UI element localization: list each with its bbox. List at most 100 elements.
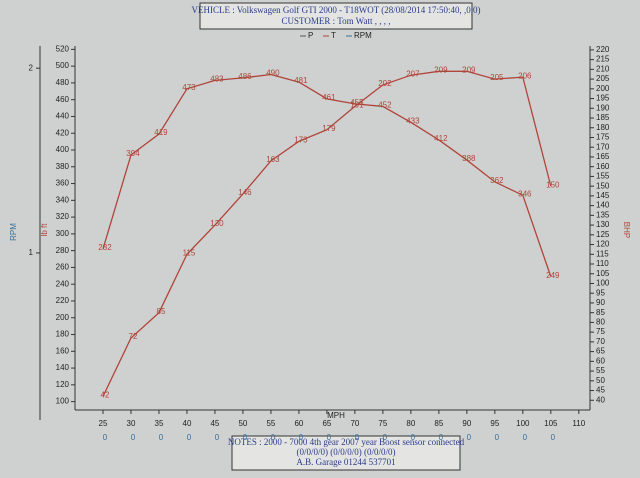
data-label: 455: [350, 98, 364, 107]
x-tick-label: 100: [516, 419, 530, 428]
series-line: [102, 73, 552, 277]
y2-tick-label: 180: [596, 123, 610, 132]
y3-axis-label: RPM: [9, 223, 18, 241]
data-label: 483: [210, 74, 224, 83]
y2-tick-label: 185: [596, 113, 610, 122]
data-label: 209: [434, 65, 448, 74]
y3-tick-label: 1: [29, 248, 34, 257]
rpm-value: 0: [131, 433, 136, 442]
rpm-value: 0: [103, 433, 108, 442]
data-label: 146: [238, 188, 252, 197]
x-tick-label: 30: [127, 419, 136, 428]
data-label: 205: [490, 73, 504, 82]
rpm-value: 0: [523, 433, 528, 442]
y2-tick-label: 195: [596, 94, 610, 103]
y2-tick-label: 50: [596, 376, 605, 385]
y2-axis-label: BHP: [622, 222, 631, 238]
data-label: 486: [238, 72, 252, 81]
x-tick-label: 65: [322, 419, 331, 428]
y2-tick-label: 105: [596, 269, 610, 278]
rpm-value: 0: [187, 433, 192, 442]
header-box: [199, 2, 473, 30]
x-tick-label: 75: [378, 419, 387, 428]
y2-tick-label: 145: [596, 191, 610, 200]
x-tick-label: 80: [406, 419, 415, 428]
y-tick-label: 320: [56, 212, 70, 221]
y2-tick-label: 165: [596, 152, 610, 161]
x-tick-label: 105: [544, 419, 558, 428]
rpm-value: 0: [467, 433, 472, 442]
y-tick-label: 460: [56, 95, 70, 104]
data-label: 394: [126, 149, 140, 158]
rpm-value: 0: [159, 433, 164, 442]
legend-label: P: [308, 31, 313, 40]
x-tick-label: 40: [183, 419, 192, 428]
y2-tick-label: 200: [596, 84, 610, 93]
y2-tick-label: 70: [596, 337, 605, 346]
y2-tick-label: 160: [596, 162, 610, 171]
data-label: 173: [294, 135, 308, 144]
y-tick-label: 120: [56, 380, 70, 389]
y2-tick-label: 75: [596, 327, 605, 336]
y2-tick-label: 115: [596, 249, 609, 258]
y-tick-label: 420: [56, 128, 70, 137]
x-tick-label: 50: [238, 419, 247, 428]
y2-tick-label: 215: [596, 55, 610, 64]
rpm-value: 0: [327, 433, 332, 442]
y-tick-label: 440: [56, 112, 70, 121]
y3-tick-label: 2: [29, 63, 34, 72]
data-label: 473: [182, 83, 196, 92]
y2-tick-label: 175: [596, 133, 610, 142]
rpm-value: 0: [299, 433, 304, 442]
data-label: 150: [546, 180, 560, 189]
y2-tick-label: 120: [596, 240, 610, 249]
rpm-value: 0: [495, 433, 500, 442]
y-tick-label: 400: [56, 145, 70, 154]
y2-tick-label: 220: [596, 45, 610, 54]
rpm-value: 0: [551, 433, 556, 442]
y-tick-label: 180: [56, 330, 70, 339]
y2-tick-label: 155: [596, 172, 610, 181]
data-label: 249: [546, 271, 560, 280]
y2-tick-label: 40: [596, 395, 605, 404]
y-tick-label: 380: [56, 162, 70, 171]
y2-tick-label: 80: [596, 318, 605, 327]
data-label: 191: [350, 100, 364, 109]
rpm-value: 0: [215, 433, 220, 442]
data-label: 388: [462, 154, 476, 163]
data-label: 72: [129, 332, 138, 341]
x-axis-label: MPH: [327, 411, 345, 420]
data-label: 490: [266, 69, 280, 78]
notes-line: A.B. Garage 01244 537701: [296, 457, 395, 467]
series-line: [102, 70, 552, 397]
y-tick-label: 200: [56, 313, 70, 322]
y2-tick-label: 150: [596, 181, 610, 190]
data-label: 346: [518, 189, 532, 198]
y2-tick-label: 170: [596, 142, 610, 151]
notes-line: (0/0/0/0) (0/0/0/0) (0/0/0/0): [297, 447, 396, 457]
data-label: 206: [518, 71, 532, 80]
x-tick-label: 95: [490, 419, 499, 428]
y2-tick-label: 65: [596, 347, 605, 356]
rpm-value: 0: [243, 433, 248, 442]
y-tick-label: 500: [56, 61, 70, 70]
y2-tick-label: 190: [596, 103, 610, 112]
y-tick-label: 300: [56, 229, 70, 238]
x-tick-label: 45: [210, 419, 219, 428]
y2-tick-label: 90: [596, 298, 605, 307]
data-label: 419: [154, 128, 168, 137]
y-tick-label: 160: [56, 346, 70, 355]
y2-tick-label: 95: [596, 288, 605, 297]
rpm-value: 0: [355, 433, 360, 442]
rpm-value: 0: [411, 433, 416, 442]
y-tick-label: 340: [56, 195, 70, 204]
rpm-value: 0: [271, 433, 276, 442]
y-tick-label: 280: [56, 246, 70, 255]
y-tick-label: 240: [56, 279, 70, 288]
data-label: 433: [406, 116, 420, 125]
header-line: CUSTOMER : Tom Watt , , , ,: [282, 16, 391, 26]
y2-tick-label: 85: [596, 308, 605, 317]
notes-box: [231, 435, 461, 471]
x-tick-label: 35: [155, 419, 164, 428]
y-tick-label: 520: [56, 44, 70, 53]
